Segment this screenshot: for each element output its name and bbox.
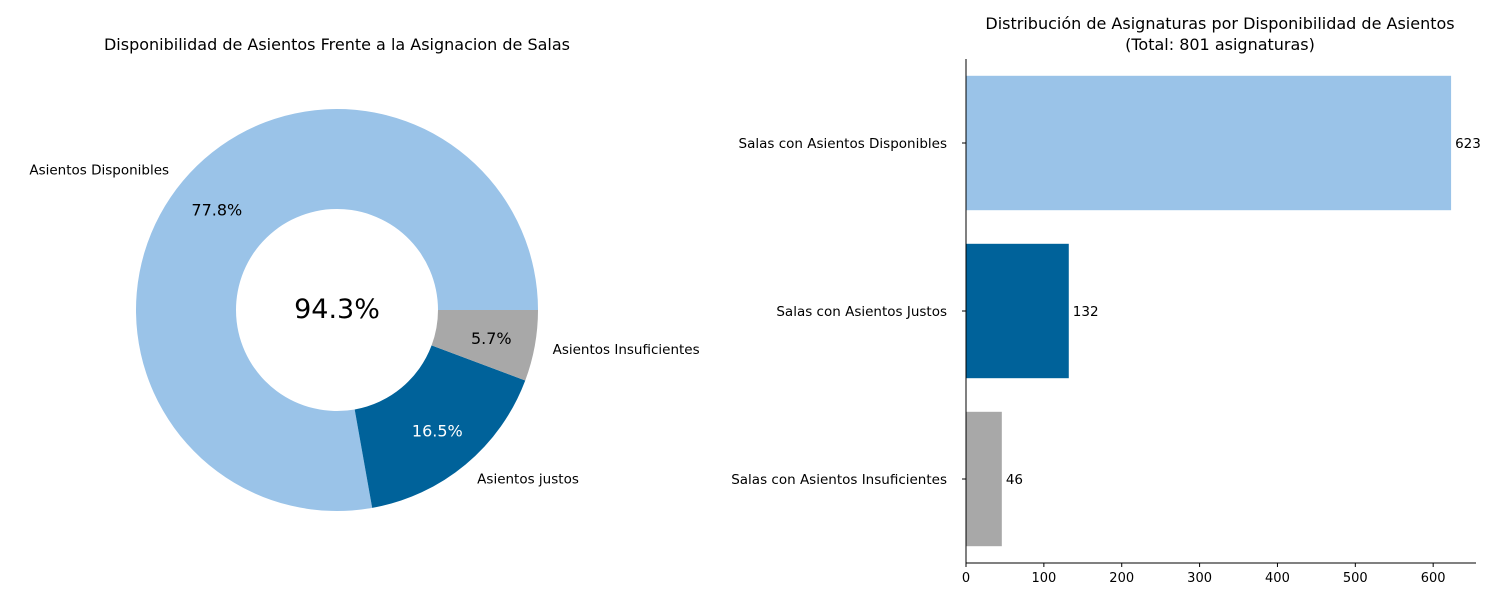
donut-slice-asientos-justos <box>354 345 526 508</box>
x-tick-label: 600 <box>1421 571 1446 586</box>
x-tick-label: 200 <box>1109 571 1134 586</box>
donut-center-label: 94.3% <box>294 294 380 325</box>
donut-slice-percent: 77.8% <box>191 200 242 219</box>
y-tick-label: Salas con Asientos Insuficientes <box>731 472 947 488</box>
donut-slice-asientos-disponibles <box>135 109 538 512</box>
donut-chart-title: Disponibilidad de Asientos Frente a la A… <box>104 35 570 54</box>
x-tick-label: 0 <box>962 571 970 586</box>
bar-chart-title: Distribución de Asignaturas por Disponib… <box>985 14 1454 33</box>
y-tick-label: Salas con Asientos Justos <box>776 304 947 320</box>
x-tick-label: 100 <box>1031 571 1056 586</box>
bar-3 <box>966 411 1002 547</box>
bar-chart: Distribución de Asignaturas por Disponib… <box>731 14 1481 586</box>
donut-slice-asientos-insuficientes <box>431 310 538 381</box>
bar-value-label: 623 <box>1455 136 1481 152</box>
x-tick-label: 500 <box>1343 571 1368 586</box>
y-tick-label: Salas con Asientos Disponibles <box>739 136 947 152</box>
donut-slice-percent: 5.7% <box>471 329 512 348</box>
donut-slice-label: Asientos Insuficientes <box>553 342 700 358</box>
bar-chart-subtitle: (Total: 801 asignaturas) <box>1125 35 1315 54</box>
bar-2 <box>966 243 1069 379</box>
x-tick-label: 300 <box>1187 571 1212 586</box>
bar-value-label: 132 <box>1073 304 1099 320</box>
bar-1 <box>966 75 1452 211</box>
donut-chart: Disponibilidad de Asientos Frente a la A… <box>29 35 700 512</box>
bar-value-label: 46 <box>1006 472 1023 488</box>
donut-slice-label: Asientos justos <box>477 471 579 487</box>
donut-slice-percent: 16.5% <box>412 421 463 440</box>
x-tick-label: 400 <box>1265 571 1290 586</box>
donut-slice-label: Asientos Disponibles <box>29 162 169 178</box>
